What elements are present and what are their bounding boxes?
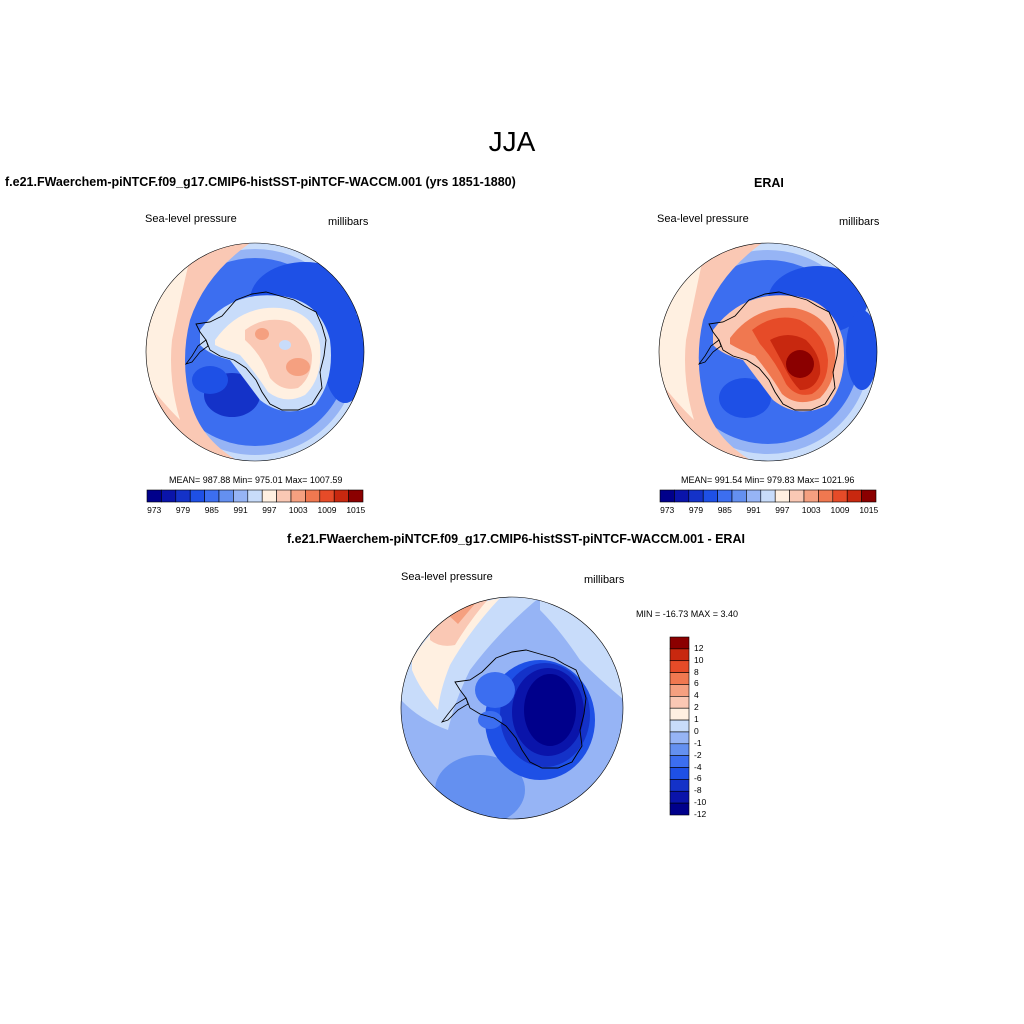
diff-colorbar-tick-label: 2 bbox=[694, 702, 699, 713]
model-colorbar-tick-label: 991 bbox=[233, 505, 248, 515]
obs-panel-title: ERAI bbox=[754, 176, 784, 190]
diff-panel-title: f.e21.FWaerchem-piNTCF.f09_g17.CMIP6-his… bbox=[287, 532, 745, 546]
diff-colorbar-tick-label: -2 bbox=[694, 749, 702, 760]
obs-slp-map bbox=[658, 242, 878, 462]
obs-variable-label: Sea-level pressure bbox=[657, 213, 749, 225]
obs-colorbar-tick-label: 973 bbox=[660, 505, 675, 515]
model-colorbar-box bbox=[233, 489, 249, 503]
diff-colorbar-box bbox=[669, 802, 690, 816]
model-slp-map bbox=[145, 242, 365, 462]
model-colorbar bbox=[146, 489, 364, 503]
obs-colorbar-tick-label: 985 bbox=[717, 505, 732, 515]
model-colorbar-tick-label: 997 bbox=[262, 505, 277, 515]
model-colorbar-tick-label: 1009 bbox=[317, 505, 337, 515]
model-colorbar-box bbox=[261, 489, 277, 503]
diff-colorbar-tick-label: -1 bbox=[694, 737, 702, 748]
model-colorbar-tick-label: 1015 bbox=[346, 505, 366, 515]
diff-colorbar-tick-label: -8 bbox=[694, 785, 702, 796]
diff-colorbar-tick-label: 12 bbox=[694, 642, 704, 653]
model-colorbar-tick-label: 985 bbox=[204, 505, 219, 515]
model-colorbar-box bbox=[146, 489, 162, 503]
model-variable-label: Sea-level pressure bbox=[145, 213, 237, 225]
obs-colorbar-tick-label: 979 bbox=[688, 505, 704, 515]
model-units-label: millibars bbox=[328, 216, 369, 228]
diff-colorbar-box bbox=[669, 719, 690, 733]
diff-colorbar bbox=[669, 636, 690, 816]
obs-colorbar-box bbox=[789, 489, 805, 503]
diff-slp-map bbox=[400, 596, 624, 820]
diff-colorbar-tick-label: 6 bbox=[694, 678, 699, 689]
model-colorbar-box bbox=[290, 489, 306, 503]
model-colorbar-box bbox=[161, 489, 177, 503]
figure-title: JJA bbox=[488, 126, 536, 157]
obs-colorbar-box bbox=[818, 489, 834, 503]
diff-colorbar-box bbox=[669, 684, 690, 697]
obs-colorbar-box bbox=[717, 489, 733, 503]
model-colorbar-box bbox=[319, 489, 335, 503]
diff-colorbar-tick-label: -10 bbox=[694, 797, 707, 808]
model-colorbar-box bbox=[305, 489, 321, 503]
obs-stats: MEAN= 991.54 Min= 979.83 Max= 1021.96 bbox=[681, 475, 855, 485]
model-colorbar-tick-label: 1003 bbox=[288, 505, 308, 515]
obs-colorbar-box bbox=[803, 489, 819, 503]
obs-colorbar-tick-label: 1009 bbox=[830, 505, 850, 515]
obs-colorbar-box bbox=[760, 489, 776, 503]
obs-colorbar-tick-label: 1003 bbox=[801, 505, 821, 515]
diff-colorbar-box bbox=[669, 636, 690, 650]
model-colorbar-box bbox=[204, 489, 220, 503]
diff-colorbar-tick-label: 10 bbox=[694, 654, 704, 665]
obs-colorbar bbox=[659, 489, 877, 503]
model-colorbar-box bbox=[348, 489, 364, 503]
diff-colorbar-box bbox=[669, 672, 690, 685]
diff-variable-label: Sea-level pressure bbox=[401, 571, 493, 583]
diff-colorbar-tick-label: 1 bbox=[694, 714, 699, 725]
diff-stats: MIN = -16.73 MAX = 3.40 bbox=[636, 609, 739, 619]
model-colorbar-tick-label: 973 bbox=[147, 505, 162, 515]
model-colorbar-box bbox=[247, 489, 263, 503]
obs-colorbar-tick-label: 1015 bbox=[859, 505, 879, 515]
diff-colorbar-box bbox=[669, 790, 690, 804]
model-colorbar-box bbox=[218, 489, 234, 503]
diff-colorbar-tick-label: 8 bbox=[694, 666, 699, 677]
diff-colorbar-box bbox=[669, 743, 690, 756]
diff-colorbar-box bbox=[669, 755, 690, 768]
diff-colorbar-tick-label: 4 bbox=[694, 690, 699, 701]
obs-colorbar-box bbox=[688, 489, 704, 503]
model-colorbar-box bbox=[276, 489, 292, 503]
model-stats: MEAN= 987.88 Min= 975.01 Max= 1007.59 bbox=[169, 475, 343, 485]
obs-colorbar-box bbox=[846, 489, 862, 503]
model-colorbar-box bbox=[175, 489, 191, 503]
diff-colorbar-box bbox=[669, 779, 690, 792]
model-colorbar-box bbox=[333, 489, 349, 503]
diff-colorbar-tick-label: 0 bbox=[694, 725, 699, 736]
diff-colorbar-box bbox=[669, 707, 690, 721]
obs-colorbar-box bbox=[702, 489, 718, 503]
diff-colorbar-tick-label: -12 bbox=[694, 809, 707, 819]
obs-colorbar-box bbox=[861, 489, 877, 503]
diff-colorbar-tick-label: -6 bbox=[694, 773, 702, 784]
model-colorbar-box bbox=[189, 489, 205, 503]
obs-colorbar-tick-label: 997 bbox=[775, 505, 790, 515]
obs-colorbar-box bbox=[832, 489, 848, 503]
diff-colorbar-box bbox=[669, 767, 690, 780]
diff-colorbar-box bbox=[669, 696, 690, 709]
model-colorbar-tick-label: 979 bbox=[175, 505, 191, 515]
model-panel-title: f.e21.FWaerchem-piNTCF.f09_g17.CMIP6-his… bbox=[5, 175, 516, 189]
diff-colorbar-box bbox=[669, 731, 690, 745]
obs-colorbar-box bbox=[746, 489, 762, 503]
diff-units-label: millibars bbox=[584, 574, 625, 586]
obs-units-label: millibars bbox=[839, 216, 880, 228]
obs-colorbar-tick-label: 991 bbox=[746, 505, 761, 515]
diff-colorbar-tick-label: -4 bbox=[694, 761, 702, 772]
diff-colorbar-box bbox=[669, 648, 690, 662]
obs-colorbar-box bbox=[659, 489, 675, 503]
obs-colorbar-box bbox=[774, 489, 790, 503]
diff-colorbar-box bbox=[669, 660, 690, 673]
obs-colorbar-box bbox=[731, 489, 747, 503]
obs-colorbar-box bbox=[674, 489, 690, 503]
